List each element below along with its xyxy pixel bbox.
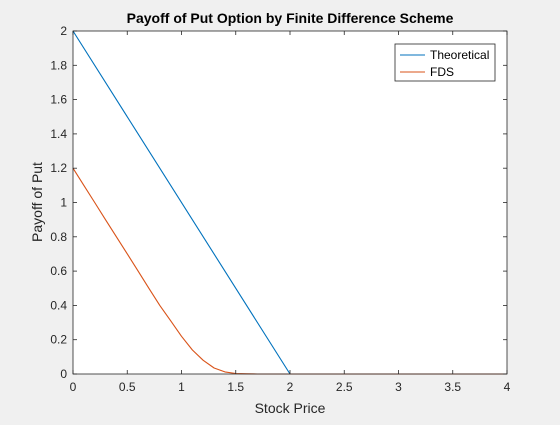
ticks-layer: 0 0.5 1 1.5 2 2.5 3 3.5 4 0 0.2 0.4 0.6 0.8 1 1.2 1.4 1.6…	[50, 24, 510, 394]
x-tick-label: 0	[70, 380, 77, 394]
y-axis-label: Payoff of Put	[29, 162, 45, 242]
y-tick-label: 2	[60, 24, 67, 38]
legend-label: FDS	[430, 65, 454, 79]
y-tick-label: 1.4	[50, 127, 67, 141]
y-tick-label: 1.2	[50, 161, 67, 175]
y-tick-label: 1	[60, 196, 67, 210]
x-tick-label: 2	[287, 380, 294, 394]
y-tick-label: 0.8	[50, 230, 67, 244]
x-tick-label: 3	[395, 380, 402, 394]
chart-title: Payoff of Put Option by Finite Differenc…	[127, 10, 454, 26]
plot-area	[73, 31, 507, 374]
y-tick-label: 1.6	[50, 93, 67, 107]
x-tick-label: 4	[504, 380, 511, 394]
y-tick-label: 0	[60, 367, 67, 381]
y-tick-label: 1.8	[50, 58, 67, 72]
y-tick-label: 0.2	[50, 333, 67, 347]
x-axis-label: Stock Price	[255, 400, 326, 416]
x-tick-label: 1.5	[227, 380, 244, 394]
x-tick-label: 2.5	[336, 380, 353, 394]
y-tick-label: 0.6	[50, 264, 67, 278]
x-tick-label: 1	[178, 380, 185, 394]
y-tick-label: 0.4	[50, 298, 67, 312]
x-tick-label: 0.5	[119, 380, 136, 394]
legend-label: Theoretical	[430, 48, 489, 62]
legend-box	[394, 43, 496, 82]
legend: Theoretical FDS	[394, 43, 496, 82]
x-tick-label: 3.5	[444, 380, 461, 394]
